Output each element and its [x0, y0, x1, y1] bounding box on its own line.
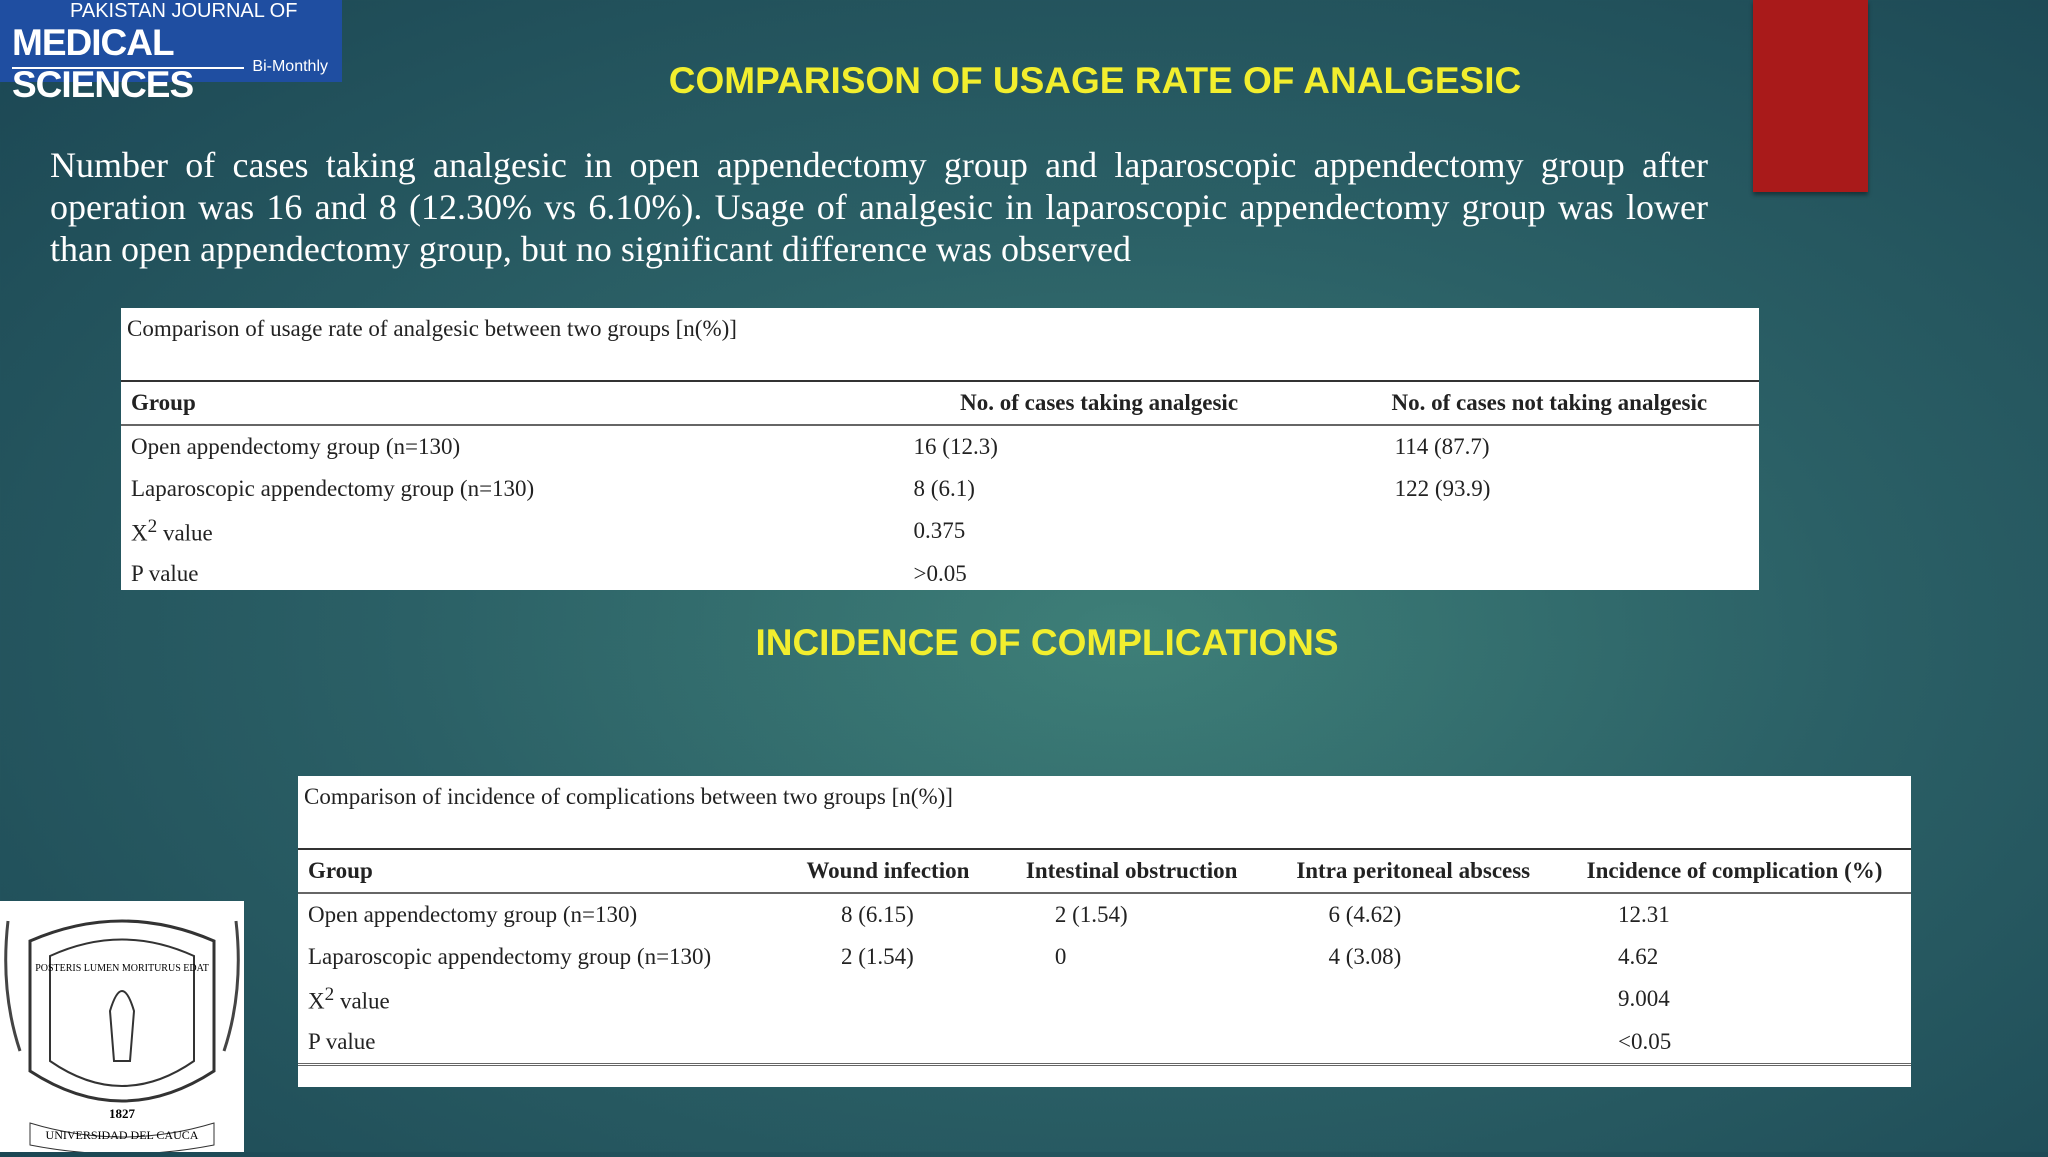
- column-header: No. of cases not taking analgesic: [1339, 381, 1759, 426]
- logo-line: MEDICAL SCIENCES: [12, 22, 194, 105]
- table-caption: Comparison of usage rate of analgesic be…: [127, 316, 737, 341]
- column-header: Intra peritoneal abscess: [1268, 849, 1559, 894]
- table-cell: 4.62: [1618, 944, 1659, 969]
- column-header: Group: [121, 381, 859, 426]
- column-header: Incidence of complication (%): [1558, 849, 1911, 894]
- cell-text: X: [131, 520, 148, 546]
- table-cell: 114 (87.7): [1394, 434, 1490, 459]
- cell-text: value: [157, 520, 213, 546]
- superscript: 2: [147, 516, 158, 537]
- table-cell: Open appendectomy group (n=130): [308, 902, 638, 927]
- table-caption: Comparison of incidence of complications…: [304, 784, 953, 809]
- table-cell: 2 (1.54): [840, 944, 914, 969]
- table-cell: X2 value: [121, 510, 859, 553]
- table-cell: Open appendectomy group (n=130): [131, 434, 461, 459]
- table-cell: [1340, 510, 1759, 553]
- column-header: No. of cases taking analgesic: [858, 381, 1340, 426]
- table-cell: 2 (1.54): [1054, 902, 1128, 927]
- header-row: Group Wound infection Intestinal obstructi…: [298, 849, 1911, 894]
- table-cell: 12.31: [1618, 902, 1670, 927]
- table-cell: [1268, 978, 1558, 1021]
- table-cell: >0.05: [913, 560, 967, 586]
- header-row: Group No. of cases taking analgesic No. of…: [121, 381, 1759, 426]
- table-cell: X2 value: [298, 978, 781, 1021]
- table-row: Open appendectomy group (n=130) 8 (6.15) 2…: [298, 893, 1911, 936]
- table-cell: [995, 978, 1269, 1021]
- logo-line: Bi-Monthly: [252, 58, 328, 75]
- table-cell: 6 (4.62): [1328, 902, 1402, 927]
- table-row: Laparoscopic appendectomy group (n=130) 8…: [121, 468, 1759, 510]
- seal-name: UNIVERSIDAD DEL CAUCA: [46, 1128, 199, 1142]
- paragraph: Number of cases taking analgesic in open…: [50, 145, 1708, 269]
- section-title: INCIDENCE OF COMPLICATIONS: [755, 622, 1339, 663]
- table: Comparison of incidence of complications…: [298, 776, 1911, 1087]
- table-row: P value <0.05: [298, 1021, 1911, 1065]
- table-cell: 0.375: [913, 518, 966, 544]
- seal-motto: POSTERIS LUMEN MORITURUS EDAT: [35, 963, 209, 974]
- table-row: P value >0.05: [121, 553, 1759, 595]
- logo-line: PAKISTAN JOURNAL OF: [70, 0, 298, 22]
- table-cell: 8 (6.15): [840, 902, 914, 927]
- table-cell: 8 (6.1): [913, 476, 975, 501]
- table-cell: [781, 978, 995, 1021]
- table-cell: 0: [1054, 944, 1067, 969]
- column-header: Intestinal obstruction: [994, 849, 1269, 894]
- table-cell: [1268, 1021, 1558, 1065]
- seal-year: 1827: [109, 1106, 136, 1121]
- table-cell: [1340, 553, 1759, 595]
- table-cell: 16 (12.3): [913, 434, 998, 459]
- table-row: X2 value 9.004: [298, 978, 1911, 1021]
- accent-bar: [1753, 0, 1868, 192]
- table-cell: Laparoscopic appendectomy group (n=130): [308, 944, 712, 969]
- university-seal: POSTERIS LUMEN MORITURUS EDAT 1827 UNIVE…: [0, 901, 244, 1155]
- table-cell: [995, 1021, 1269, 1065]
- column-header: Group: [298, 849, 781, 894]
- table-row: Laparoscopic appendectomy group (n=130) 2…: [298, 936, 1911, 978]
- logo-rule: [12, 67, 244, 69]
- table-cell: P value: [131, 560, 199, 586]
- data-table: Group Wound infection Intestinal obstructi…: [298, 848, 1911, 1066]
- table: Comparison of usage rate of analgesic be…: [121, 308, 1759, 590]
- table-row: X2 value 0.375: [121, 510, 1759, 553]
- table-cell: 4 (3.08): [1328, 944, 1402, 969]
- cell-text: X: [308, 988, 325, 1014]
- data-table: Group No. of cases taking analgesic No. of…: [121, 380, 1759, 595]
- journal-logo: PAKISTAN JOURNAL OF MEDICAL SCIENCES Bi-…: [0, 0, 342, 105]
- superscript: 2: [324, 984, 335, 1005]
- table-cell: Laparoscopic appendectomy group (n=130): [131, 476, 535, 501]
- table-cell: [781, 1021, 995, 1065]
- table-row: Open appendectomy group (n=130) 16 (12.3)…: [121, 425, 1759, 468]
- table-cell: P value: [308, 1028, 376, 1054]
- column-header: Wound infection: [780, 849, 995, 894]
- table-cell: <0.05: [1618, 1028, 1672, 1054]
- table-cell: 122 (93.9): [1394, 476, 1491, 501]
- cell-text: value: [334, 988, 390, 1014]
- table-cell: 9.004: [1618, 986, 1670, 1012]
- seal-graphic: POSTERIS LUMEN MORITURUS EDAT 1827 UNIVE…: [4, 919, 240, 1155]
- section-title: COMPARISON OF USAGE RATE OF ANALGESIC: [668, 60, 1522, 101]
